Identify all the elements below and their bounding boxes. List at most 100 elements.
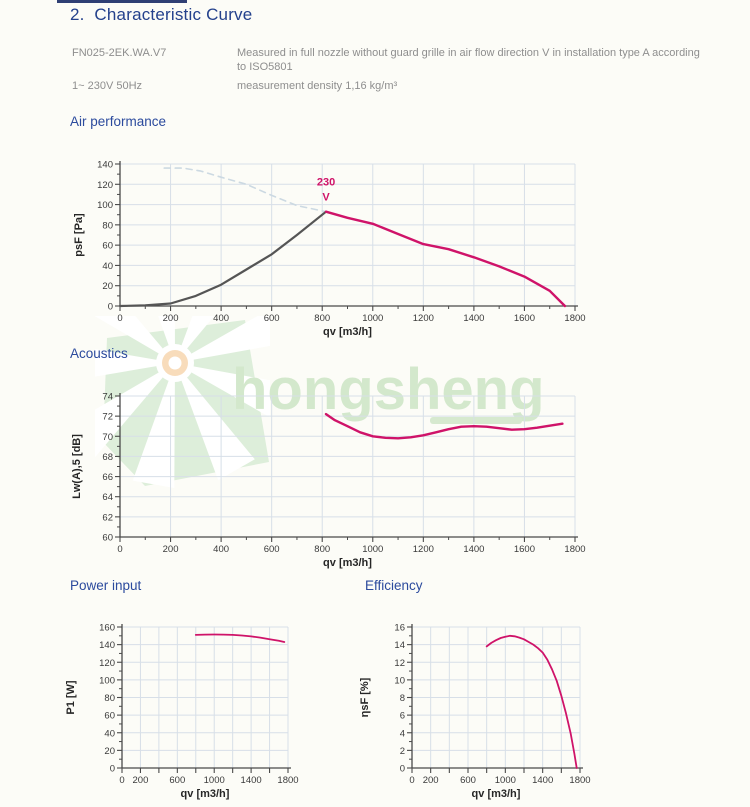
svg-text:0: 0 (400, 764, 405, 775)
svg-text:1000: 1000 (362, 313, 383, 324)
svg-text:230: 230 (317, 176, 335, 188)
svg-text:16: 16 (394, 623, 405, 634)
air-performance-chart: 0 200 400 600 800 1000 1200 1400 1600 1800 0 20 40 60… (73, 160, 586, 339)
svg-text:4: 4 (400, 728, 405, 739)
power-supply: 1~ 230V 50Hz (72, 80, 143, 92)
svg-text:20: 20 (102, 281, 113, 292)
page-title: 2. Characteristic Curve (70, 5, 253, 24)
svg-text:14: 14 (394, 640, 405, 651)
measurement-note: Measured in full nozzle without guard gr… (237, 47, 700, 73)
svg-text:qv [m3/h]: qv [m3/h] (323, 557, 372, 569)
svg-text:qv [m3/h]: qv [m3/h] (181, 788, 230, 800)
svg-text:1200: 1200 (413, 313, 434, 324)
svg-text:100: 100 (97, 200, 113, 211)
svg-text:70: 70 (102, 432, 113, 443)
svg-text:200: 200 (423, 775, 439, 786)
svg-text:200: 200 (133, 775, 149, 786)
svg-text:psF [Pa]: psF [Pa] (73, 213, 85, 257)
svg-text:64: 64 (102, 492, 113, 503)
svg-text:74: 74 (102, 392, 113, 403)
svg-text:600: 600 (264, 313, 280, 324)
svg-text:600: 600 (169, 775, 185, 786)
section-heading-acoustics: Acoustics (70, 346, 128, 361)
section-heading-power-input: Power input (70, 578, 142, 593)
svg-text:0: 0 (108, 302, 113, 313)
svg-text:120: 120 (99, 658, 115, 669)
svg-text:72: 72 (102, 412, 113, 423)
acoustics-chart: 0 200 400 600 800 1000 1200 1400 1600 1800 60 62 64 6… (71, 392, 586, 570)
stall-line-dashed (163, 167, 327, 213)
svg-text:140: 140 (99, 640, 115, 651)
system-resistance-curve (118, 210, 328, 308)
svg-text:1800: 1800 (569, 775, 590, 786)
efficiency-curve (485, 634, 578, 769)
svg-text:10: 10 (394, 675, 405, 686)
svg-text:800: 800 (314, 313, 330, 324)
svg-text:140: 140 (97, 160, 113, 171)
svg-text:1000: 1000 (204, 775, 225, 786)
svg-text:62: 62 (102, 512, 113, 523)
power-input-chart: 0 200 600 1000 1400 1800 0 20 40 60 80 100 120 140 160… (65, 623, 299, 801)
svg-text:qv [m3/h]: qv [m3/h] (323, 326, 372, 338)
top-crop-bar (57, 0, 187, 3)
svg-text:1800: 1800 (564, 544, 585, 555)
svg-text:1000: 1000 (362, 544, 383, 555)
section-heading-air-performance: Air performance (70, 114, 167, 129)
svg-text:200: 200 (163, 313, 179, 324)
svg-text:1400: 1400 (532, 775, 553, 786)
fan-curve-230V (324, 210, 567, 308)
power-curve (194, 633, 286, 643)
svg-text:40: 40 (104, 728, 115, 739)
svg-text:ηsF [%]: ηsF [%] (359, 677, 371, 717)
svg-text:400: 400 (213, 313, 229, 324)
svg-text:800: 800 (314, 544, 330, 555)
svg-text:0: 0 (110, 764, 115, 775)
svg-text:1400: 1400 (463, 544, 484, 555)
svg-text:12: 12 (394, 658, 405, 669)
svg-text:qv [m3/h]: qv [m3/h] (472, 788, 521, 800)
svg-text:2: 2 (400, 746, 405, 757)
svg-text:V: V (322, 192, 330, 204)
svg-text:66: 66 (102, 472, 113, 483)
svg-text:6: 6 (400, 711, 405, 722)
svg-text:1800: 1800 (564, 313, 585, 324)
svg-text:160: 160 (99, 623, 115, 634)
svg-text:120: 120 (97, 180, 113, 191)
svg-text:1400: 1400 (463, 313, 484, 324)
svg-text:600: 600 (264, 544, 280, 555)
svg-text:60: 60 (102, 533, 113, 544)
svg-text:1600: 1600 (514, 544, 535, 555)
svg-text:60: 60 (104, 711, 115, 722)
svg-text:600: 600 (460, 775, 476, 786)
svg-text:8: 8 (400, 693, 405, 704)
measurement-density: measurement density 1,16 kg/m³ (237, 80, 398, 92)
svg-text:1800: 1800 (277, 775, 298, 786)
svg-text:200: 200 (163, 544, 179, 555)
svg-text:68: 68 (102, 452, 113, 463)
svg-text:1200: 1200 (413, 544, 434, 555)
svg-text:40: 40 (102, 261, 113, 272)
svg-text:80: 80 (104, 693, 115, 704)
svg-text:0: 0 (117, 544, 122, 555)
svg-text:Lw(A),5 [dB]: Lw(A),5 [dB] (71, 434, 83, 499)
svg-text:0: 0 (117, 313, 122, 324)
svg-text:80: 80 (102, 220, 113, 231)
svg-text:1400: 1400 (241, 775, 262, 786)
svg-text:60: 60 (102, 241, 113, 252)
watermark-text: hongsheng (232, 357, 545, 422)
model-code: FN025-2EK.WA.V7 (72, 47, 167, 59)
svg-text:400: 400 (213, 544, 229, 555)
svg-text:1600: 1600 (514, 313, 535, 324)
watermark-underline (430, 417, 522, 424)
svg-text:20: 20 (104, 746, 115, 757)
svg-text:100: 100 (99, 675, 115, 686)
spec-info: FN025-2EK.WA.V7 Measured in full nozzle … (72, 46, 702, 93)
svg-text:P1 [W]: P1 [W] (65, 680, 77, 715)
svg-text:0: 0 (119, 775, 124, 786)
svg-text:1000: 1000 (495, 775, 516, 786)
sound-power-curve (324, 412, 564, 440)
svg-text:0: 0 (409, 775, 414, 786)
efficiency-chart: 0 200 600 1000 1400 1800 0 2 4 6 8 10 12 14 16 qv [m3/h… (359, 623, 591, 801)
